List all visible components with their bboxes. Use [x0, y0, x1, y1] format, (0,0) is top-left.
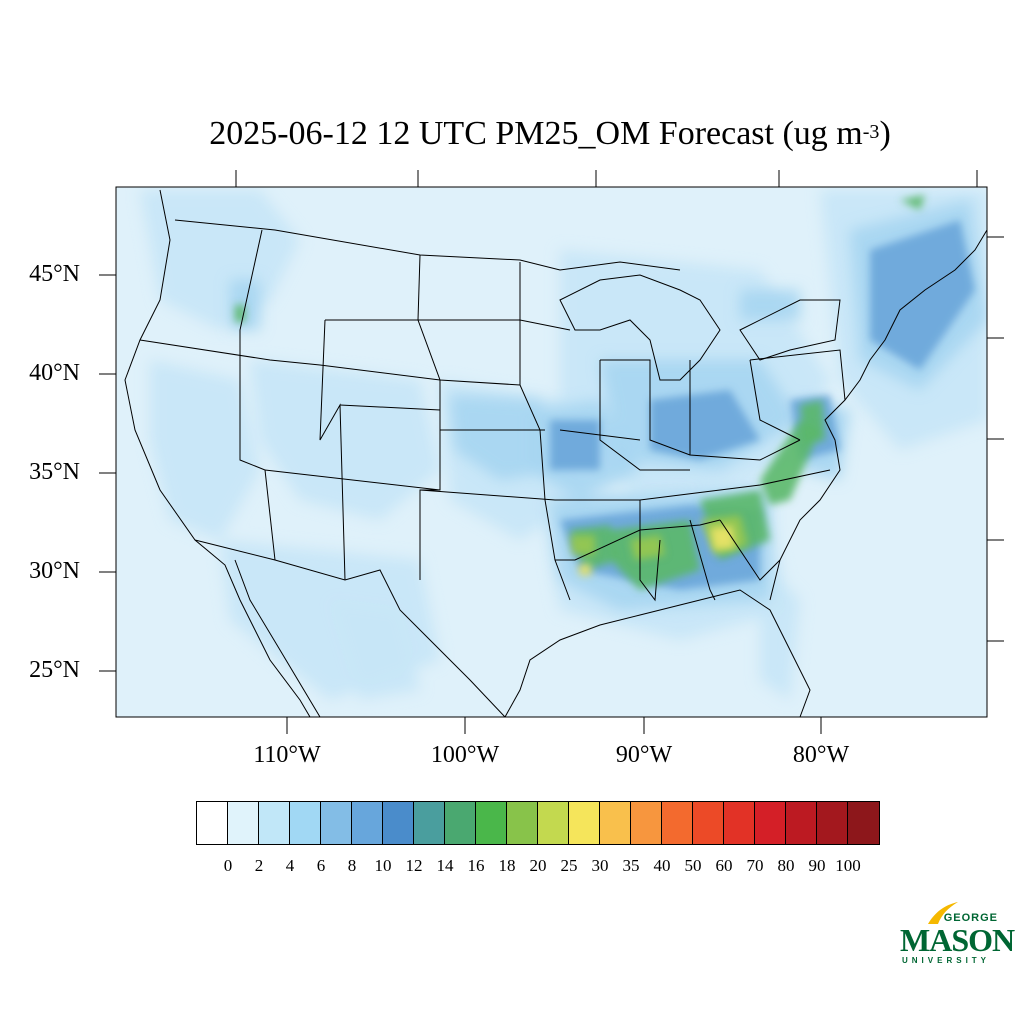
colorbar-label: 16 — [467, 856, 485, 875]
colorbar-cell — [569, 802, 600, 844]
lat-label-40: 40°N — [29, 360, 80, 386]
colorbar-label: 2 — [254, 856, 264, 875]
tick-marks — [99, 170, 1004, 734]
colorbar-cell — [693, 802, 724, 844]
logo-university: UNIVERSITY — [902, 956, 991, 965]
lon-label-110w: 110°W — [253, 742, 321, 768]
lon-label-90w: 90°W — [615, 742, 673, 768]
colorbar-label: 6 — [316, 856, 326, 875]
colorbar-label: 4 — [285, 856, 295, 875]
colorbar-cell — [197, 802, 228, 844]
colorbar-label: 20 — [529, 856, 547, 875]
lat-label-45: 45°N — [29, 261, 80, 287]
colorbar-cell — [445, 802, 476, 844]
colorbar-cell — [724, 802, 755, 844]
title-close: ) — [879, 115, 891, 152]
colorbar-cell — [848, 802, 879, 844]
colorbar-label: 50 — [684, 856, 702, 875]
colorbar-cell — [600, 802, 631, 844]
lon-label-100w: 100°W — [430, 742, 500, 768]
colorbar-label: 0 — [223, 856, 233, 875]
colorbar-cell — [755, 802, 786, 844]
colorbar-cell — [786, 802, 817, 844]
colorbar-cell — [476, 802, 507, 844]
colorbar-cell — [383, 802, 414, 844]
colorbar-cell — [817, 802, 848, 844]
gmu-logo: GEORGE MASON UNIVERSITY — [898, 900, 1015, 968]
colorbar-cell — [414, 802, 445, 844]
colorbar-label: 30 — [591, 856, 609, 875]
colorbar-cell — [228, 802, 259, 844]
lon-label-80w: 80°W — [792, 742, 850, 768]
lat-label-30: 30°N — [29, 558, 80, 584]
colorbar-label: 80 — [777, 856, 795, 875]
lat-label-25: 25°N — [29, 657, 80, 683]
colorbar-cell — [631, 802, 662, 844]
logo-flame-icon — [928, 902, 958, 924]
logo-mason: MASON — [900, 922, 1015, 958]
colorbar-label: 40 — [653, 856, 671, 875]
colorbar-label: 25 — [560, 856, 578, 875]
colorbar-label: 60 — [715, 856, 733, 875]
colorbar — [196, 801, 880, 845]
colorbar-label: 12 — [405, 856, 423, 875]
field-yellow-layer — [578, 526, 735, 576]
colorbar-label: 14 — [436, 856, 454, 875]
colorbar-cell — [290, 802, 321, 844]
lat-label-35: 35°N — [29, 459, 80, 485]
colorbar-cell — [507, 802, 538, 844]
colorbar-label: 100 — [835, 856, 861, 875]
colorbar-label: 10 — [374, 856, 392, 875]
colorbar-label: 8 — [347, 856, 357, 875]
colorbar-cell — [321, 802, 352, 844]
colorbar-cell — [352, 802, 383, 844]
colorbar-cell — [259, 802, 290, 844]
colorbar-cell — [538, 802, 569, 844]
colorbar-label: 70 — [746, 856, 764, 875]
map-frame — [115, 186, 988, 718]
map-title: 2025-06-12 12 UTC PM25_OM Forecast (ug m… — [0, 112, 1024, 156]
logo-george: GEORGE — [943, 912, 998, 924]
title-text: 2025-06-12 12 UTC PM25_OM Forecast (ug m — [209, 115, 863, 152]
colorbar-cell — [662, 802, 693, 844]
title-superscript: -3 — [862, 121, 880, 143]
colorbar-label: 18 — [498, 856, 516, 875]
concentration-field — [116, 187, 987, 717]
colorbar-label: 35 — [622, 856, 640, 875]
boundaries — [124, 189, 987, 717]
colorbar-label: 90 — [808, 856, 826, 875]
